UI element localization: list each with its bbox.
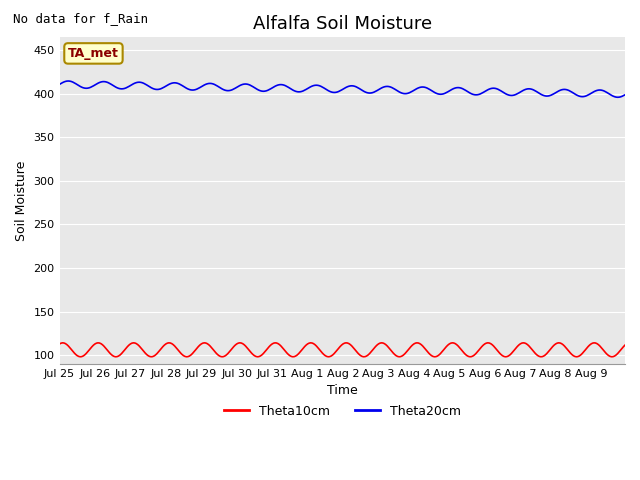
Legend: Theta10cm, Theta20cm: Theta10cm, Theta20cm bbox=[219, 400, 466, 423]
Y-axis label: Soil Moisture: Soil Moisture bbox=[15, 160, 28, 240]
X-axis label: Time: Time bbox=[327, 384, 358, 397]
Text: TA_met: TA_met bbox=[68, 47, 119, 60]
Title: Alfalfa Soil Moisture: Alfalfa Soil Moisture bbox=[253, 15, 432, 33]
Text: No data for f_Rain: No data for f_Rain bbox=[13, 12, 148, 25]
